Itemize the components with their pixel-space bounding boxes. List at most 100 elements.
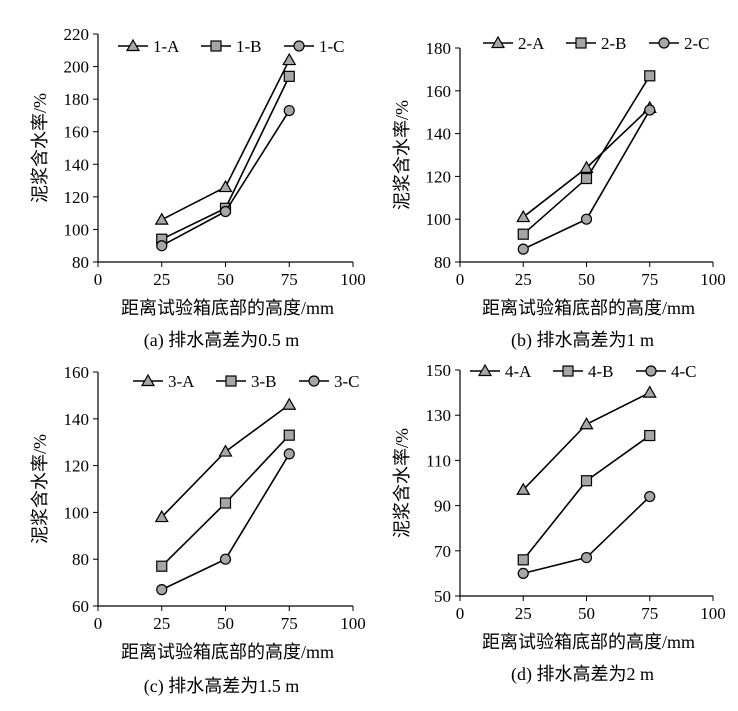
y-axis-title: 泥浆含水率/% <box>392 100 412 210</box>
legend-label-2-C: 2-C <box>684 34 710 53</box>
legend-label-4-A: 4-A <box>505 362 532 381</box>
y-tick-label: 180 <box>426 39 452 58</box>
y-tick-label: 100 <box>64 503 90 522</box>
legend-marker-square <box>562 365 574 377</box>
data-point-2-A <box>516 209 531 223</box>
data-point-2-C <box>517 243 529 255</box>
data-point-2-B <box>644 70 656 82</box>
legend-label-4-C: 4-C <box>671 362 697 381</box>
data-point-1-A <box>218 179 233 193</box>
x-tick-label: 100 <box>340 614 366 633</box>
data-point-4-A <box>516 482 531 495</box>
data-point-3-C <box>219 553 232 565</box>
data-point-4-B <box>580 475 593 487</box>
y-tick-label: 110 <box>426 451 451 470</box>
x-axis-title: 距离试验箱底部的高度/mm <box>482 298 695 318</box>
y-tick-label: 50 <box>434 587 451 606</box>
legend-marker-triangle <box>490 35 506 49</box>
x-tick-label: 50 <box>578 270 595 289</box>
data-point-1-A <box>282 52 297 66</box>
x-axis-title: 距离试验箱底部的高度/mm <box>121 298 334 318</box>
x-tick-label: 25 <box>153 614 170 633</box>
legend-marker-triangle <box>477 363 493 377</box>
y-axis-title: 泥浆含水率/% <box>392 428 412 538</box>
x-axis-title: 距离试验箱底部的高度/mm <box>482 632 695 652</box>
legend-marker-circle <box>293 40 305 52</box>
x-tick-label: 50 <box>217 270 234 289</box>
panel-d: 0 25 50 75 100 50 70 90 110 130 150 距离试验箱底部的高度/mm 泥浆… <box>392 361 726 685</box>
y-tick-label: 140 <box>426 125 452 144</box>
data-point-1-C <box>283 104 295 117</box>
panel-b: 0 25 50 75 100 80 100 120 140 160 180 距离试验箱底部的高度/mm… <box>392 34 726 351</box>
data-point-4-A <box>642 385 657 398</box>
legend-marker-square <box>210 40 222 52</box>
panel-caption: (a) 排水高差为0.5 m <box>144 330 299 351</box>
y-tick-label: 200 <box>64 58 90 77</box>
data-point-1-A <box>154 212 169 225</box>
series-line-1-C <box>161 110 290 247</box>
series-line-3-C <box>161 453 290 591</box>
panel-c: 0 25 50 75 100 60 80 100 120 140 160 距离试验箱底部的高度/mm 泥… <box>30 363 366 697</box>
data-point-3-C <box>283 448 295 460</box>
legend-marker-circle <box>645 365 657 377</box>
data-point-3-A <box>218 444 233 457</box>
y-tick-label: 160 <box>64 123 90 142</box>
data-point-4-C <box>517 567 529 580</box>
y-axis-title: 泥浆含水率/% <box>30 93 50 203</box>
series-line-2-B <box>522 75 651 235</box>
legend-label-1-A: 1-A <box>153 37 180 56</box>
x-tick-label: 25 <box>515 604 532 623</box>
data-point-2-B <box>580 172 593 185</box>
x-tick-label: 100 <box>340 270 366 289</box>
y-tick-label: 80 <box>72 550 89 569</box>
data-point-1-C <box>156 240 168 252</box>
data-point-1-C <box>219 205 232 218</box>
y-tick-label: 150 <box>426 361 452 380</box>
data-point-2-B <box>517 228 529 240</box>
y-tick-label: 120 <box>426 167 452 186</box>
x-tick-label: 0 <box>94 270 103 289</box>
y-tick-label: 80 <box>72 253 89 272</box>
x-tick-label: 25 <box>153 270 170 289</box>
data-point-4-C <box>644 490 656 503</box>
x-tick-label: 0 <box>94 614 103 633</box>
legend-label-3-C: 3-C <box>334 372 360 391</box>
y-axis-title: 泥浆含水率/% <box>30 434 50 544</box>
x-tick-label: 75 <box>641 604 658 623</box>
legend-marker-triangle <box>125 38 141 52</box>
y-tick-label: 140 <box>64 410 90 429</box>
legend-label-2-A: 2-A <box>518 34 545 53</box>
y-tick-label: 140 <box>64 155 90 174</box>
y-tick-label: 160 <box>64 363 90 382</box>
x-tick-label: 50 <box>578 604 595 623</box>
legend-label-3-A: 3-A <box>168 372 195 391</box>
data-point-3-B <box>219 497 232 509</box>
y-tick-label: 160 <box>426 82 452 101</box>
y-tick-label: 120 <box>64 457 90 476</box>
y-tick-label: 120 <box>64 188 90 207</box>
y-tick-label: 60 <box>72 597 89 616</box>
legend-marker-square <box>225 375 237 387</box>
x-tick-label: 75 <box>281 614 298 633</box>
y-tick-label: 130 <box>426 406 452 425</box>
data-point-2-C <box>644 104 656 116</box>
y-tick-label: 70 <box>434 542 451 561</box>
data-point-3-B <box>156 560 168 572</box>
panel-caption: (b) 排水高差为1 m <box>511 330 654 351</box>
legend-label-1-B: 1-B <box>236 37 262 56</box>
data-point-3-A <box>282 397 297 410</box>
x-tick-label: 50 <box>217 614 234 633</box>
x-axis-title: 距离试验箱底部的高度/mm <box>121 642 334 662</box>
series-line-4-B <box>522 434 651 561</box>
y-tick-label: 180 <box>64 90 90 109</box>
y-tick-label: 100 <box>64 220 90 239</box>
data-point-1-B <box>283 70 295 82</box>
panel-caption: (c) 排水高差为1.5 m <box>144 676 299 697</box>
panel-caption: (d) 排水高差为2 m <box>511 664 654 685</box>
legend-marker-triangle <box>140 373 156 387</box>
data-point-4-B <box>517 554 529 566</box>
data-point-4-A <box>579 417 594 430</box>
legend-marker-circle <box>308 375 320 387</box>
y-tick-label: 80 <box>434 253 451 272</box>
